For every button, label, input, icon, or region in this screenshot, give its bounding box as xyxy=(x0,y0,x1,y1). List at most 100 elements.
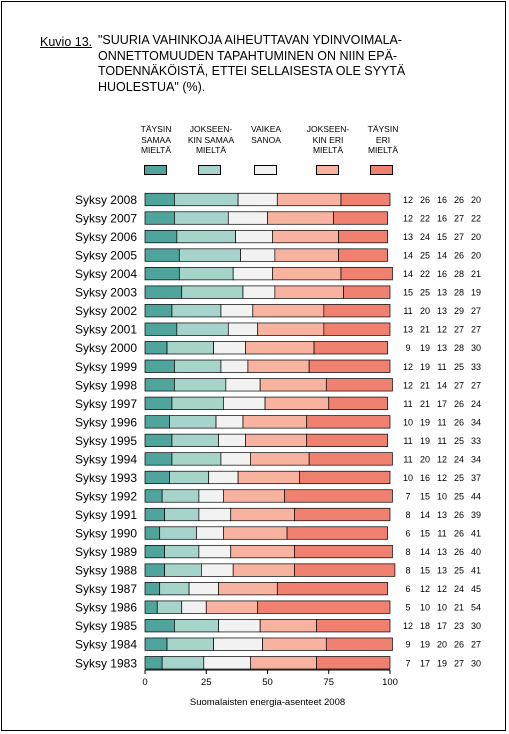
data-label: 11 xyxy=(403,306,412,316)
data-label: 20 xyxy=(471,195,481,205)
data-label: 11 xyxy=(437,529,446,539)
bar-segment xyxy=(144,304,173,318)
data-label: 14 xyxy=(403,251,413,261)
bar-segment xyxy=(144,248,180,262)
data-label: 28 xyxy=(454,269,464,279)
bar-segment xyxy=(294,544,393,559)
bar-segment xyxy=(208,470,239,485)
bar-segment xyxy=(245,433,308,447)
bar-segment xyxy=(164,507,200,522)
data-label: 41 xyxy=(471,566,481,576)
bar-segment xyxy=(144,489,163,503)
bar-segment xyxy=(164,544,200,559)
data-label: 12 xyxy=(437,454,447,464)
category-label: Syksy 1996 xyxy=(75,415,137,429)
data-label: 25 xyxy=(454,436,464,446)
data-label: 27 xyxy=(454,658,464,668)
data-label: 24 xyxy=(454,584,464,594)
bar-segment xyxy=(245,341,315,355)
chart-title: "SUURIA VAHINKOJA AIHEUTTAVAN YDINVOIMAL… xyxy=(98,33,406,94)
data-label: 39 xyxy=(471,510,481,520)
data-label: 12 xyxy=(403,362,413,372)
bar-segment xyxy=(294,563,396,577)
data-label: 19 xyxy=(420,362,430,372)
x-tick-label: 25 xyxy=(201,677,212,688)
category-label: Syksy 1988 xyxy=(75,564,137,578)
data-label: 13 xyxy=(437,547,447,557)
bar-segment xyxy=(252,304,325,318)
legend-label-jokseenkin-eri: JOKSEEN- KIN ERI MIELTÄ xyxy=(306,124,350,155)
data-label: 26 xyxy=(454,399,464,409)
chart-caption: Suomalaisten energia-asenteet 2008 xyxy=(189,697,346,708)
data-label: 20 xyxy=(471,232,481,242)
category-label: Syksy 1984 xyxy=(75,638,137,652)
data-label: 25 xyxy=(420,251,430,261)
bar-segment xyxy=(276,192,342,207)
data-label: 26 xyxy=(420,195,430,205)
bar-segment xyxy=(223,489,285,503)
data-label: 16 xyxy=(437,214,447,224)
legend-swatch-taysin-samaa xyxy=(144,165,167,175)
data-label: 10 xyxy=(437,603,447,613)
bar-segment xyxy=(166,341,214,355)
bar-segment xyxy=(220,359,249,373)
legend-label-jokseenkin-samaa: JOKSEEN- KIN SAMAA MIELTÄ xyxy=(187,124,235,155)
data-label: 34 xyxy=(471,454,481,464)
category-label: Syksy 1992 xyxy=(75,489,137,503)
bar-segment xyxy=(144,192,175,207)
data-label: 25 xyxy=(454,362,464,372)
category-label: Syksy 2003 xyxy=(75,286,137,300)
data-label: 7 xyxy=(405,658,410,668)
bar-segment xyxy=(174,211,229,225)
bar-segment xyxy=(205,600,259,614)
data-label: 21 xyxy=(420,380,430,390)
bar-segment xyxy=(313,341,388,355)
data-label: 21 xyxy=(420,325,430,335)
category-label: Syksy 2005 xyxy=(75,249,137,263)
data-label: 27 xyxy=(454,380,464,390)
bar-segment xyxy=(171,396,224,410)
data-label: 34 xyxy=(471,417,481,427)
bar-segment xyxy=(144,396,173,410)
bar-segment xyxy=(144,582,161,596)
category-label: Syksy 1989 xyxy=(75,545,137,559)
data-label: 26 xyxy=(454,417,464,427)
bar-segment xyxy=(272,229,339,244)
category-label: Syksy 2007 xyxy=(75,212,137,226)
data-label: 14 xyxy=(437,251,447,261)
data-label: 10 xyxy=(403,417,413,427)
category-label: Syksy 1983 xyxy=(75,656,137,670)
data-label: 30 xyxy=(471,658,481,668)
bar-segment xyxy=(333,211,388,225)
data-label: 12 xyxy=(437,325,447,335)
data-label: 7 xyxy=(405,491,410,501)
category-label: Syksy 1993 xyxy=(75,471,137,485)
data-label: 15 xyxy=(420,566,430,576)
bar-segment xyxy=(227,211,268,225)
data-label: 11 xyxy=(437,436,446,446)
data-label: 22 xyxy=(471,214,481,224)
bar-segment xyxy=(286,526,388,540)
data-label: 17 xyxy=(420,658,430,668)
bar-segment xyxy=(267,211,335,225)
bar-segment xyxy=(171,452,222,466)
bar-segment xyxy=(230,544,295,559)
data-label: 12 xyxy=(403,621,413,631)
bar-segment xyxy=(232,267,273,281)
bar-segment xyxy=(308,359,391,373)
data-label: 12 xyxy=(420,584,430,594)
bar-segment xyxy=(274,248,339,262)
bar-segment xyxy=(161,489,200,503)
bar-segment xyxy=(161,656,205,670)
bar-segment xyxy=(250,452,310,466)
bar-segment xyxy=(338,229,388,244)
category-label: Syksy 2006 xyxy=(75,230,137,244)
data-label: 26 xyxy=(454,251,464,261)
bar-segment xyxy=(340,192,391,207)
data-label: 23 xyxy=(454,621,464,631)
bar-segment xyxy=(144,470,170,485)
legend-label-taysin-samaa: TÄYSIN SAMAA MIELTÄ xyxy=(140,124,172,155)
data-label: 11 xyxy=(403,454,412,464)
bar-segment xyxy=(144,285,183,299)
